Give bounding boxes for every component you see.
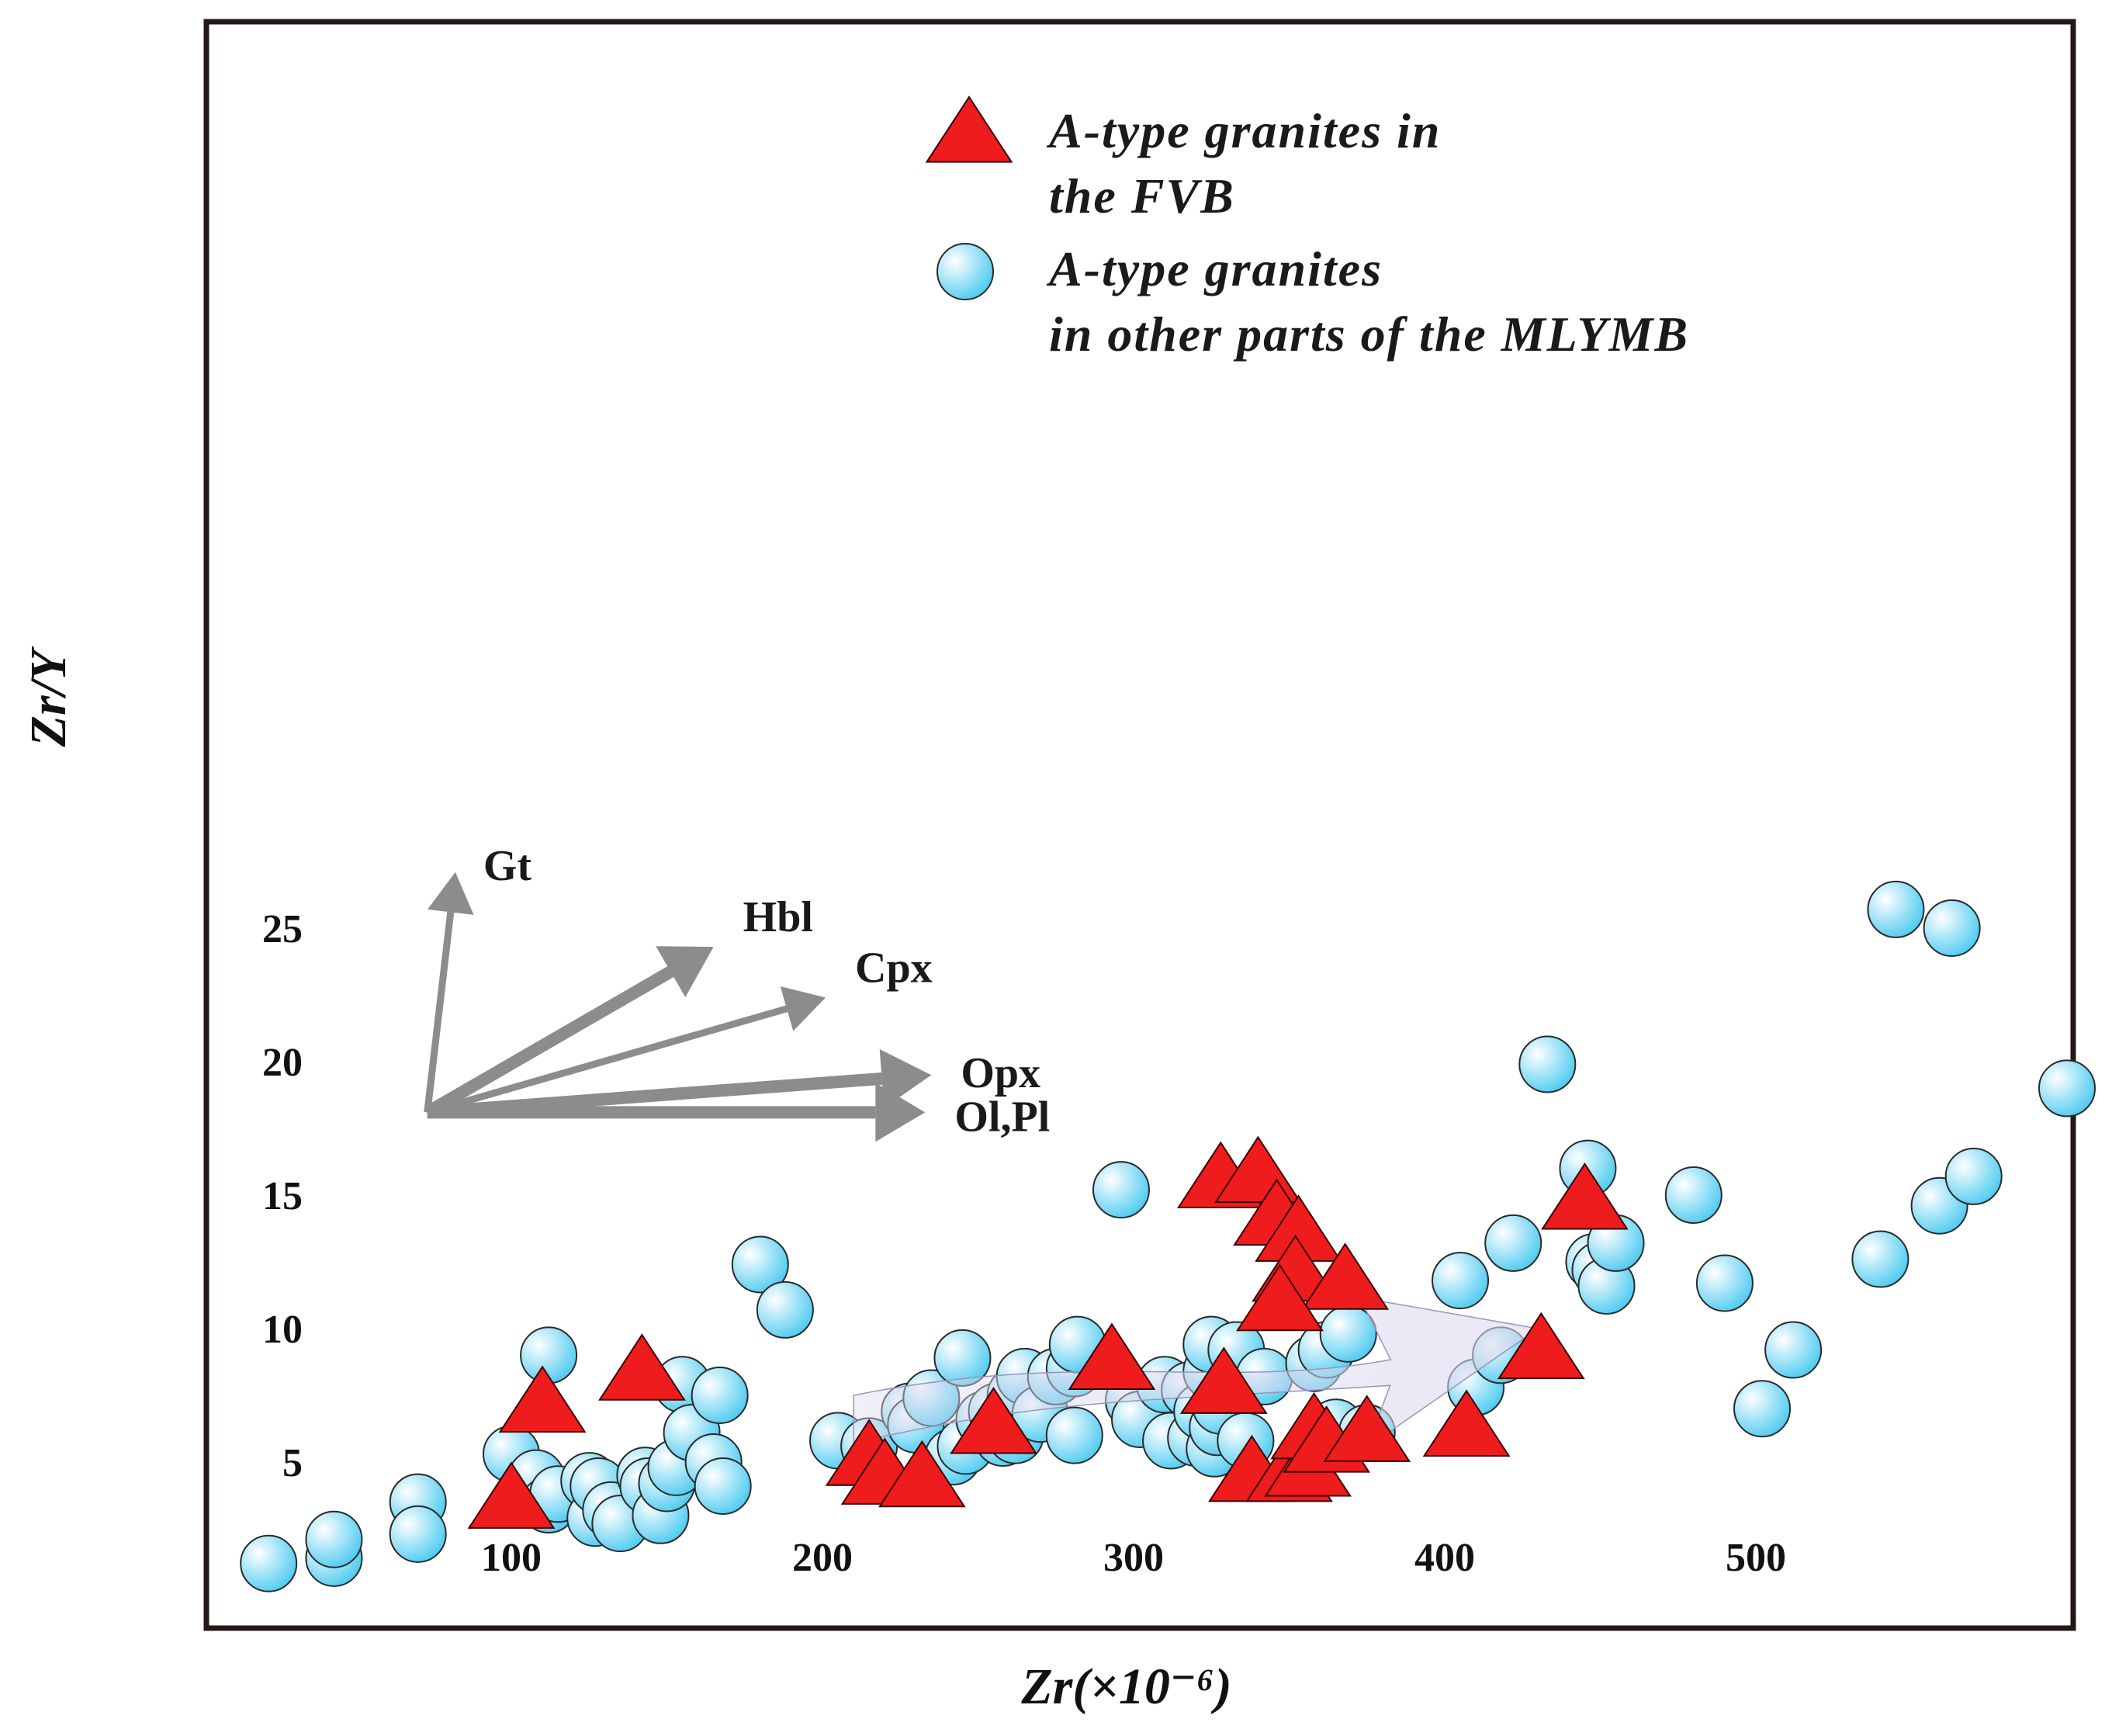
data-point-triangle [598, 1333, 686, 1401]
data-point-circle [1092, 1161, 1150, 1219]
data-point-triangle [1497, 1312, 1585, 1380]
trend-arrow [853, 1297, 1540, 1450]
x-tick-label: 500 [1726, 1536, 1786, 1580]
legend-marker-circle [937, 243, 994, 300]
vector-label: Cpx [855, 944, 933, 992]
vector-label: Ol,Pl [954, 1093, 1050, 1141]
data-point-circle [520, 1326, 578, 1384]
data-point-circle [1432, 1252, 1490, 1310]
data-point-triangle [467, 1461, 556, 1529]
legend-label: the FVB [1049, 168, 1235, 223]
data-point-circle [305, 1510, 363, 1568]
data-point-circle [1851, 1230, 1909, 1288]
data-point-triangle [878, 1440, 966, 1508]
data-point-triangle [1179, 1346, 1268, 1414]
x-tick-label: 400 [1414, 1536, 1475, 1580]
data-point-circle [1518, 1035, 1577, 1093]
vector-shaft [424, 911, 455, 1113]
y-tick-label: 20 [262, 1041, 303, 1085]
data-point-triangle [1323, 1395, 1411, 1462]
vector-label: Opx [961, 1049, 1040, 1097]
legend-label: A-type granites [1046, 241, 1383, 296]
data-point-circle [1695, 1254, 1754, 1312]
vector-shaft [426, 1005, 788, 1116]
vector-arrowhead [780, 986, 826, 1031]
x-axis-title: Zr(×10⁻⁶) [1020, 1658, 1231, 1715]
data-point-triangle [498, 1365, 587, 1433]
legend-label: in other parts of the MLYMB [1049, 307, 1689, 362]
trend-arrow-group [853, 1297, 1540, 1450]
tick-labels: 100 200 300 400 500 5 10 15 20 25 [262, 907, 1786, 1580]
y-tick-label: 10 [262, 1308, 303, 1352]
y-tick-label: 25 [262, 907, 303, 951]
data-point-circle [756, 1280, 814, 1339]
data-point-circle [1764, 1321, 1823, 1379]
data-point-circle [1923, 899, 1981, 957]
vector-arrowhead [656, 946, 714, 998]
data-point-circle [694, 1457, 752, 1515]
data-point-triangle [1301, 1242, 1390, 1310]
data-point-triangle [1422, 1389, 1511, 1457]
legend-label: A-type granites in [1046, 103, 1441, 158]
x-tick-label: 200 [792, 1536, 853, 1580]
data-point-circle [1944, 1147, 2003, 1205]
legend: A-type granites in the FVB A-type granites… [925, 95, 1689, 362]
x-tick-label: 300 [1103, 1536, 1164, 1580]
data-point-triangle [1236, 1263, 1324, 1332]
vector-label: Gt [483, 842, 532, 890]
data-point-circle [731, 1235, 789, 1294]
fvb-points [467, 1135, 1629, 1529]
data-point-circle [2038, 1059, 2096, 1117]
data-point-triangle [1068, 1322, 1156, 1390]
legend-marker-triangle [925, 95, 1013, 163]
vector-arrowhead [428, 871, 474, 915]
data-point-circle [1733, 1380, 1792, 1438]
data-point-circle [389, 1505, 447, 1563]
plot-frame [203, 19, 2076, 1631]
x-tick-label: 100 [481, 1536, 542, 1580]
vector-shaft [424, 966, 674, 1118]
y-tick-label: 15 [262, 1174, 303, 1218]
data-point-triangle [950, 1387, 1037, 1454]
vector-label: Hbl [743, 893, 813, 941]
data-point-circle [1484, 1214, 1542, 1272]
data-point-circle [1867, 880, 1925, 938]
data-point-circle [1664, 1166, 1722, 1224]
vector-arrowhead [875, 1083, 926, 1142]
data-point-circle [691, 1367, 749, 1424]
data-point-triangle [1541, 1163, 1629, 1230]
data-point-circle [1045, 1406, 1103, 1464]
y-axis-title: Zr/Y [20, 646, 77, 747]
y-tick-label: 5 [282, 1441, 303, 1485]
data-point-circle [240, 1534, 298, 1592]
